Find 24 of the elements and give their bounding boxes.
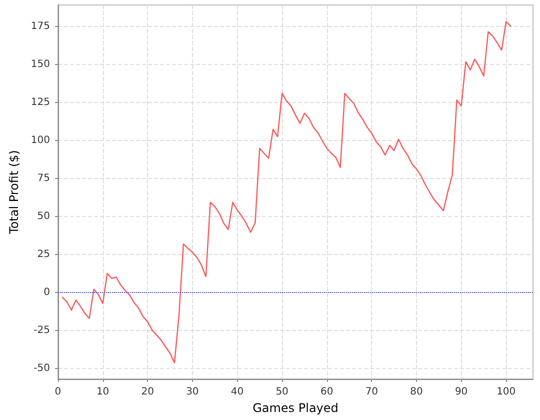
y-tick-label: 100: [30, 134, 50, 146]
y-tick-label: -50: [34, 362, 50, 374]
x-tick-label: 30: [186, 386, 199, 398]
y-tick-label: 0: [44, 286, 50, 298]
x-tick-label: 100: [496, 386, 516, 398]
x-tick-label: 50: [276, 386, 288, 398]
y-tick-label: 150: [30, 58, 50, 70]
line-series: [62, 21, 512, 364]
x-tick-label: 90: [454, 386, 468, 398]
y-tick-label: 75: [37, 172, 50, 184]
y-tick-label: -25: [34, 324, 50, 336]
y-tick-label: 25: [37, 248, 50, 260]
x-tick-label: 40: [230, 386, 244, 398]
y-tick-label: 50: [37, 210, 50, 222]
y-tick-label: 125: [30, 96, 50, 108]
y-tick-label: 175: [30, 20, 50, 32]
x-tick-label: 20: [141, 386, 154, 398]
x-tick-label: 10: [96, 386, 110, 398]
x-tick-label: 80: [410, 386, 423, 398]
x-tick-label: 0: [54, 386, 62, 398]
x-axis-title: Games Played: [252, 400, 338, 415]
x-tick-label: 70: [365, 386, 378, 398]
y-axis-title: Total Profit ($): [7, 150, 21, 235]
x-tick-label: 60: [320, 386, 334, 398]
